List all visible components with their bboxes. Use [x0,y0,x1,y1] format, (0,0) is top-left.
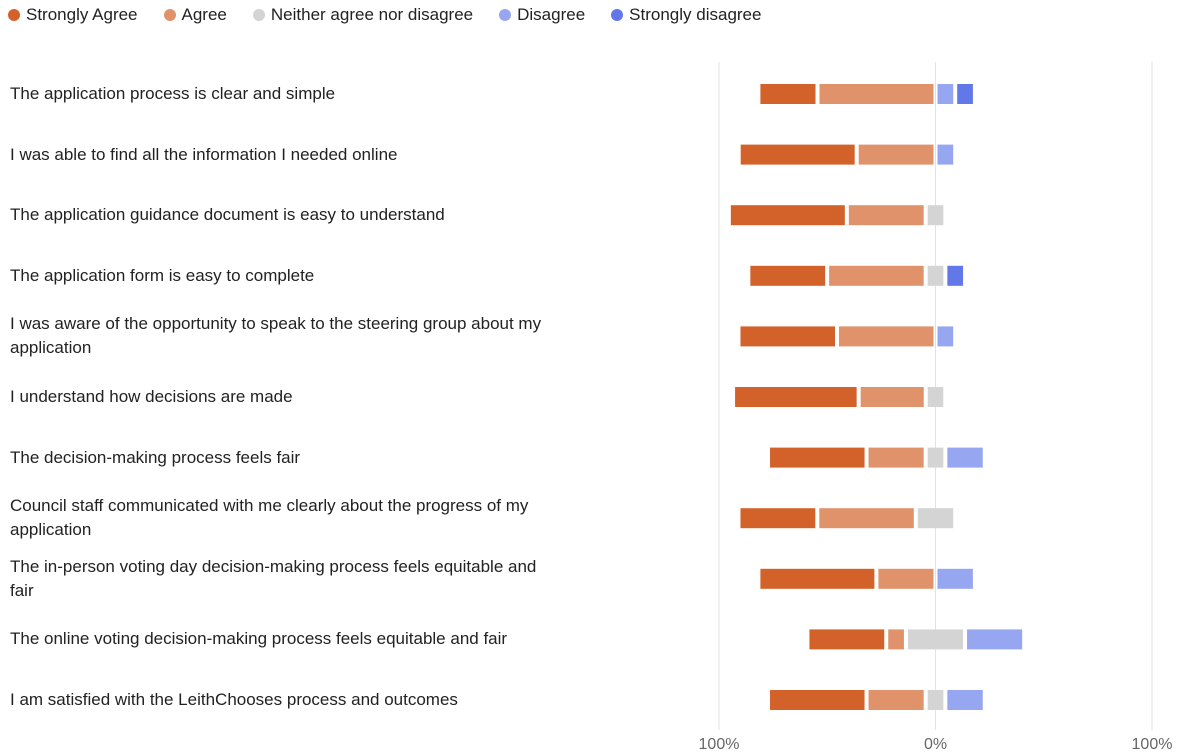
legend-item: Disagree [499,5,585,25]
legend-item: Strongly disagree [611,5,761,25]
x-tick-label: 100% [1132,736,1173,753]
legend-swatch [8,9,20,21]
legend: Strongly Agree Agree Neither agree nor dis… [8,5,761,25]
bar-segment [819,84,934,104]
bar-segment [740,326,835,347]
bar-segment [770,447,865,468]
legend-label: Agree [181,5,227,24]
bar-segment [957,84,973,104]
legend-label: Neither agree nor disagree [270,5,474,24]
legend-swatch [163,9,176,21]
legend-item: Strongly Agree [8,5,138,25]
bar-segment [809,629,885,650]
bar-segment [819,508,914,529]
bar-segment [770,690,865,710]
bar-segment [888,629,904,650]
bar-segment [740,144,855,165]
bar-segment [860,387,924,407]
bar-segment [829,265,924,286]
bar-segment [927,265,944,286]
legend-swatch [499,9,512,21]
bar-segment [947,265,964,286]
x-tick-label: 0% [924,736,947,753]
category-label: Council staff communicated with me clear… [10,496,529,540]
bar-segment [937,144,954,165]
legend-swatch [611,9,624,21]
bar-segment [937,84,954,104]
legend-label: Strongly disagree [629,5,762,24]
bar-segment [760,84,816,104]
bar-segment [735,387,857,407]
bar-segment [967,629,1023,650]
legend-item: Agree [163,5,227,25]
bar-segment [907,629,964,650]
legend-item: Neither agree nor disagree [252,5,474,25]
bar-segment [937,326,954,347]
bar-segment [868,447,924,468]
bar-segment [947,447,983,468]
bar-segment [927,387,944,407]
category-label: The application form is easy to complete [10,265,315,285]
legend-swatch [252,9,265,21]
bar-segment [947,690,983,710]
category-label: The decision-making process feels fair [10,447,301,467]
category-label: The application process is clear and sim… [10,84,336,103]
bar-segment [927,447,944,468]
category-label: The in-person voting day decision-making… [10,556,537,600]
bar-segment [917,508,954,529]
category-label: The application guidance document is eas… [10,205,445,225]
legend-label: Strongly Agree [26,5,138,24]
category-label: I am satisfied with the LeithChooses pro… [10,690,458,709]
bar-segment [750,265,826,286]
category-label: The online voting decision-making proces… [10,629,508,649]
bar-segment [848,205,924,226]
bar-segment [878,568,934,589]
bar-segment [927,690,944,710]
category-label: I was aware of the opportunity to speak … [10,314,542,358]
bar-segment [838,326,934,347]
bar-segment [730,205,845,226]
bar-segment [858,144,934,165]
bar-segment [868,690,924,710]
category-label: I was able to find all the information I… [10,144,398,164]
x-tick-label: 100% [699,736,740,753]
bar-segment [760,568,875,589]
category-label: I understand how decisions are made [10,387,293,406]
legend-label: Disagree [517,5,586,24]
bar-segment [927,205,944,226]
bar-segment [740,508,816,529]
bar-segment [937,568,973,589]
